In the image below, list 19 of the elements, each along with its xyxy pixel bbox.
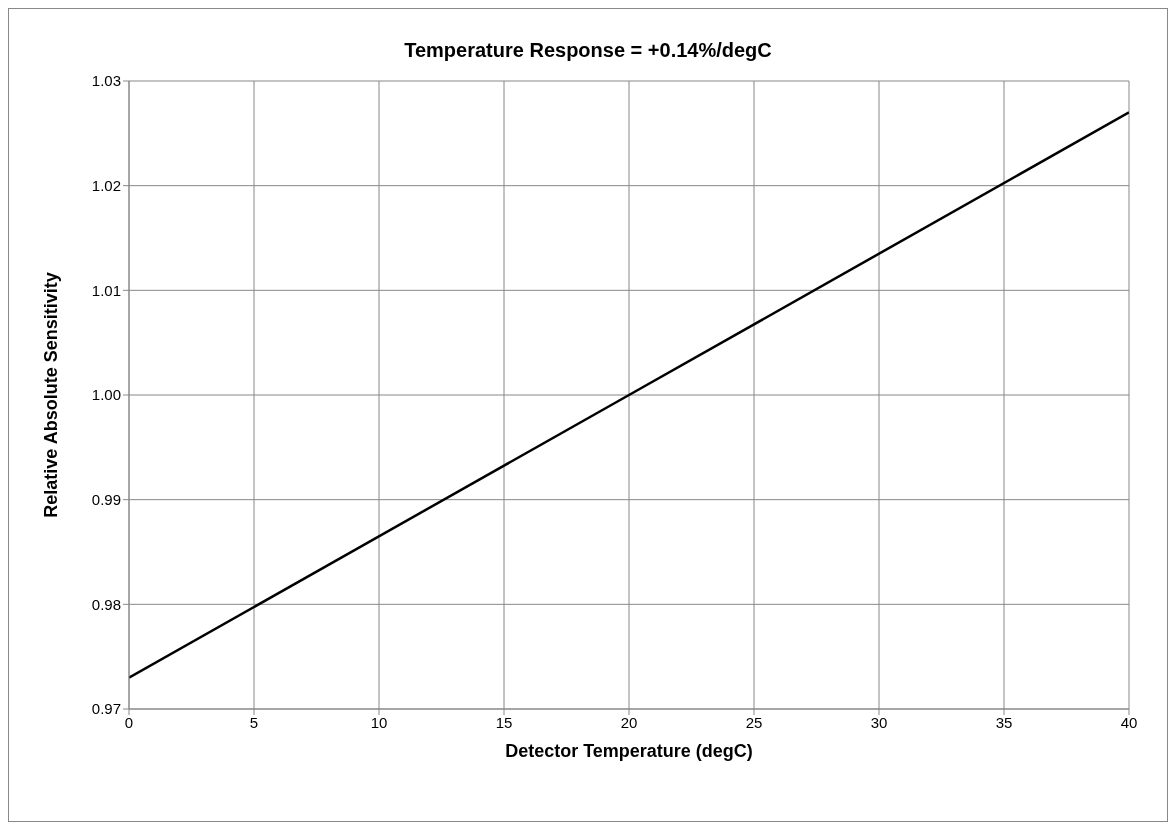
x-tick-label: 30 <box>870 713 888 731</box>
y-tick-label: 1.00 <box>91 386 121 404</box>
y-axis-title: Relative Absolute Sensitivity <box>41 272 62 518</box>
x-tick-label: 40 <box>1120 713 1138 731</box>
y-tick-label: 1.01 <box>91 281 121 299</box>
x-axis-title: Detector Temperature (degC) <box>505 741 753 761</box>
x-tick-label: 0 <box>124 713 134 731</box>
x-tick-label: 5 <box>249 713 259 731</box>
y-tick-label: 0.97 <box>91 700 121 718</box>
chart-title: Temperature Response = +0.14%/degC <box>403 39 773 62</box>
y-tick-label: 0.98 <box>91 595 121 613</box>
x-tick-label: 20 <box>620 713 638 731</box>
y-tick-label: 0.99 <box>91 490 121 508</box>
x-tick-label: 15 <box>495 713 513 731</box>
x-tick-label: 25 <box>745 713 763 731</box>
x-tick-label: 35 <box>995 713 1013 731</box>
x-tick-label: 10 <box>370 713 388 731</box>
y-tick-label: 1.03 <box>91 72 121 90</box>
y-tick-label: 1.02 <box>91 176 121 194</box>
